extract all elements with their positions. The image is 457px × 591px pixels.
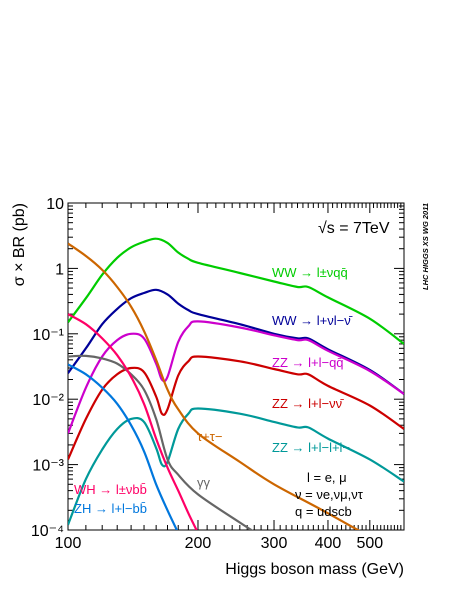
series-line [68, 363, 179, 530]
y-axis-title: σ × BR (pb) [11, 203, 28, 286]
series-labels: WW → l±νqq̄ WW → l+νl−ν̄ ZZ → l+l−qq̄ ZZ → … [74, 265, 353, 516]
x-tick-label: 300 [261, 535, 288, 552]
y-tick-label: 10⁻³ [32, 458, 64, 475]
legend-note-neutrino: ν = νe,νμ,ντ [295, 487, 364, 502]
series-line [68, 320, 404, 434]
series-label: ZZ → l+l−l+l− [272, 440, 350, 455]
y-tick-label: 10⁻⁴ [31, 523, 64, 540]
series-label: WW → l±νqq̄ [272, 265, 348, 280]
y-tick-label: 1 [55, 261, 64, 278]
series-label: γγ [197, 475, 211, 490]
y-tick-label: 10⁻¹ [32, 327, 64, 344]
x-tick-label: 100 [55, 535, 82, 552]
series-label: ZZ → l+l−qq̄ [272, 355, 344, 370]
series-label: WH → l±νbb̄ [74, 482, 147, 497]
tick-labels: 100 200 300 400 500 10 1 10⁻¹ 10⁻² 10⁻³ 10⁻⁴ [31, 196, 383, 552]
energy-label: √s = 7TeV [318, 220, 390, 237]
series-line [68, 354, 254, 530]
series-label: τ+τ− [197, 429, 222, 444]
x-tick-label: 200 [185, 535, 212, 552]
series-line [68, 242, 361, 530]
axis-ticks [67, 202, 405, 531]
legend-note-lepton: l = e, μ [307, 470, 347, 485]
plot-frame [67, 202, 405, 531]
side-label: LHC HIGGS XS WG 2011 [421, 203, 430, 290]
y-tick-label: 10⁻² [32, 392, 64, 409]
x-tick-label: 400 [315, 535, 342, 552]
x-tick-label: 500 [356, 535, 383, 552]
series-label: ZZ → l+l−νν̄ [272, 396, 344, 411]
series-line [68, 288, 404, 395]
y-tick-label: 10 [46, 196, 64, 213]
series-label: WW → l+νl−ν̄ [272, 313, 353, 328]
series-line [68, 355, 404, 460]
legend-note-quark: q = udscb [295, 504, 352, 519]
series-line [68, 407, 404, 526]
series-line [68, 313, 198, 530]
x-axis-title: Higgs boson mass (GeV) [225, 561, 404, 578]
series-line [68, 237, 404, 345]
series-label: ZH → l+l−bb̄ [74, 501, 147, 516]
series-curves [68, 237, 404, 530]
